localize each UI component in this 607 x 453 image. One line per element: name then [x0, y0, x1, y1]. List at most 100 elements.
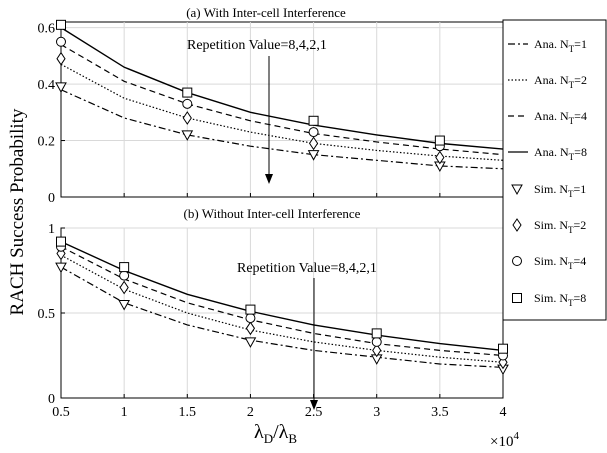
panel-a-y-tick-label: 0 [48, 191, 55, 206]
panel-b-sim-point-nt-1 [118, 300, 130, 311]
legend-label-main: Sim. N [534, 291, 568, 305]
panel-a-curve-nt-8 [60, 27, 504, 150]
panel-b-sim-point-nt-8 [245, 304, 256, 315]
legend-label-main: Ana. N [534, 109, 569, 123]
panel-b-curve-nt-4 [60, 246, 504, 357]
panel-a-y-ticks: 0 0.2 0.4 0.6 [38, 22, 56, 206]
legend-label-main: Ana. N [534, 145, 569, 159]
legend-label: Sim. NT=8 [534, 291, 586, 308]
panel-b-sim-point-nt-8 [56, 236, 66, 247]
panel-a-sim-point-nt-2 [435, 150, 445, 165]
legend-label-main: Sim. N [534, 218, 568, 232]
legend-item-4: Sim. NT=1 [511, 182, 586, 199]
legend-label-suffix: =2 [574, 218, 587, 232]
legend-label-sub: T [569, 152, 575, 162]
panel-b-sim-point-nt-4 [371, 336, 382, 347]
panel-a-sim-point-nt-1 [181, 130, 194, 141]
legend-marker-swatch [512, 218, 522, 232]
panel-b-sim-point-nt-1 [55, 262, 67, 274]
legend-marker-swatch [512, 293, 522, 303]
x-axis-label-sub-d: D [264, 431, 273, 446]
panel-a-sim-point-nt-4 [182, 98, 193, 109]
panel-a-curves [60, 27, 504, 170]
panel-a: 0 0.2 0.4 0.6 (a) With Inter-cell Interfere… [38, 5, 504, 206]
panel-b-x-tick-label: 0.5 [52, 405, 70, 420]
panel-a-curve-nt-1 [60, 89, 504, 170]
panel-a-sim-point-nt-8 [182, 87, 193, 98]
panel-b-x-tick-label: 2.5 [305, 405, 323, 420]
x-axis-label: λD/λB [254, 421, 297, 446]
panel-a-sim-point-nt-1 [55, 82, 67, 93]
legend-marker-swatch [512, 256, 522, 266]
legend-label-sub: T [568, 225, 574, 235]
legend-box [502, 19, 607, 321]
legend-marker-swatch [511, 184, 523, 196]
legend-item-2: Ana. NT=4 [508, 109, 587, 126]
panel-b-sim-point-nt-8 [371, 328, 382, 339]
legend-label-suffix: =1 [574, 37, 587, 51]
panel-a-sim-point-nt-8 [56, 19, 66, 30]
panel-b-sim-point-nt-2 [245, 321, 256, 336]
panel-a-curve-nt-2 [60, 63, 504, 161]
panel-a-sim-point-nt-8 [308, 115, 319, 126]
panel-b-curves [60, 240, 504, 368]
panel-b-y-tick-label: 1 [48, 222, 55, 237]
legend-label-main: Ana. N [534, 73, 569, 87]
panel-b-sim-point-nt-8 [498, 343, 508, 354]
panel-b-curve-nt-8 [60, 240, 504, 352]
panel-b-curve-nt-2 [60, 254, 504, 363]
legend-label: Ana. NT=2 [534, 73, 587, 90]
legend-item-7: Sim. NT=8 [512, 291, 586, 308]
legend-label-main: Sim. N [534, 254, 568, 268]
panel-a-arrow-head [265, 174, 273, 184]
panel-b-sim-point-nt-4 [245, 313, 256, 324]
legend-label-suffix: =2 [574, 73, 587, 87]
legend-label-suffix: =4 [574, 109, 587, 123]
legend-item-3: Ana. NT=8 [508, 145, 587, 162]
panel-b-sim-point-nt-2 [372, 343, 382, 358]
legend-label-main: Sim. N [534, 182, 568, 196]
legend-label-suffix: =4 [574, 254, 587, 268]
panel-b-x-tick-label: 3 [373, 405, 380, 420]
panel-b-x-tick-label: 2 [247, 405, 254, 420]
panel-a-sim-point-nt-2 [56, 51, 66, 66]
legend-label-sub: T [569, 44, 575, 54]
x-axis-label-sub-b: B [288, 431, 297, 446]
x-exponent-base: ×10 [490, 434, 513, 450]
panel-a-sim-point-nt-4 [56, 36, 66, 47]
x-axis-exponent: ×104 [490, 430, 519, 450]
y-axis-label: RACH Success Probability [7, 108, 28, 315]
panel-a-sim-point-nt-1 [307, 150, 320, 161]
panel-b-x-tick-label: 4 [500, 405, 507, 420]
legend-label-sub: T [568, 189, 574, 199]
panel-a-annotation: Repetition Value=8,4,2,1 [187, 38, 327, 53]
panel-b-annotation: Repetition Value=8,4,2,1 [237, 261, 377, 276]
legend-label: Sim. NT=2 [534, 218, 586, 235]
legend-label: Ana. NT=8 [534, 145, 587, 162]
panel-b-x-ticks: 0.5 1 1.5 2 2.5 3 3.5 4 [52, 405, 506, 420]
panel-b: 00.51 0.5 1 1.5 2 2.5 3 3.5 4 (b) Without Inter… [38, 206, 509, 420]
legend-label-main: Ana. N [534, 37, 569, 51]
panel-b-title: (b) Without Inter-cell Interference [184, 206, 361, 221]
panel-a-title: (a) With Inter-cell Interference [186, 5, 346, 20]
x-axis-label-lambda-d: λ [254, 421, 264, 443]
legend-item-1: Ana. NT=2 [508, 73, 587, 90]
x-exponent-power: 4 [513, 430, 519, 442]
panel-a-y-tick-label: 0.6 [38, 22, 56, 37]
panel-b-sim-point-nt-4 [119, 270, 130, 281]
panel-b-y-tick-label: 0 [48, 392, 55, 407]
legend-label-sub: T [568, 261, 574, 271]
legend-label-suffix: =8 [574, 291, 587, 305]
legend-item-0: Ana. NT=1 [508, 37, 587, 54]
legend-label: Sim. NT=1 [534, 182, 586, 199]
legend-label-sub: T [569, 80, 575, 90]
legend-label: Sim. NT=4 [534, 254, 586, 271]
panel-b-y-tick-label: 0.5 [38, 307, 56, 322]
panel-a-y-tick-label: 0.2 [38, 135, 56, 150]
legend-label-suffix: =1 [574, 182, 587, 196]
panel-a-curve-nt-4 [60, 44, 504, 156]
legend-label-suffix: =8 [574, 145, 587, 159]
